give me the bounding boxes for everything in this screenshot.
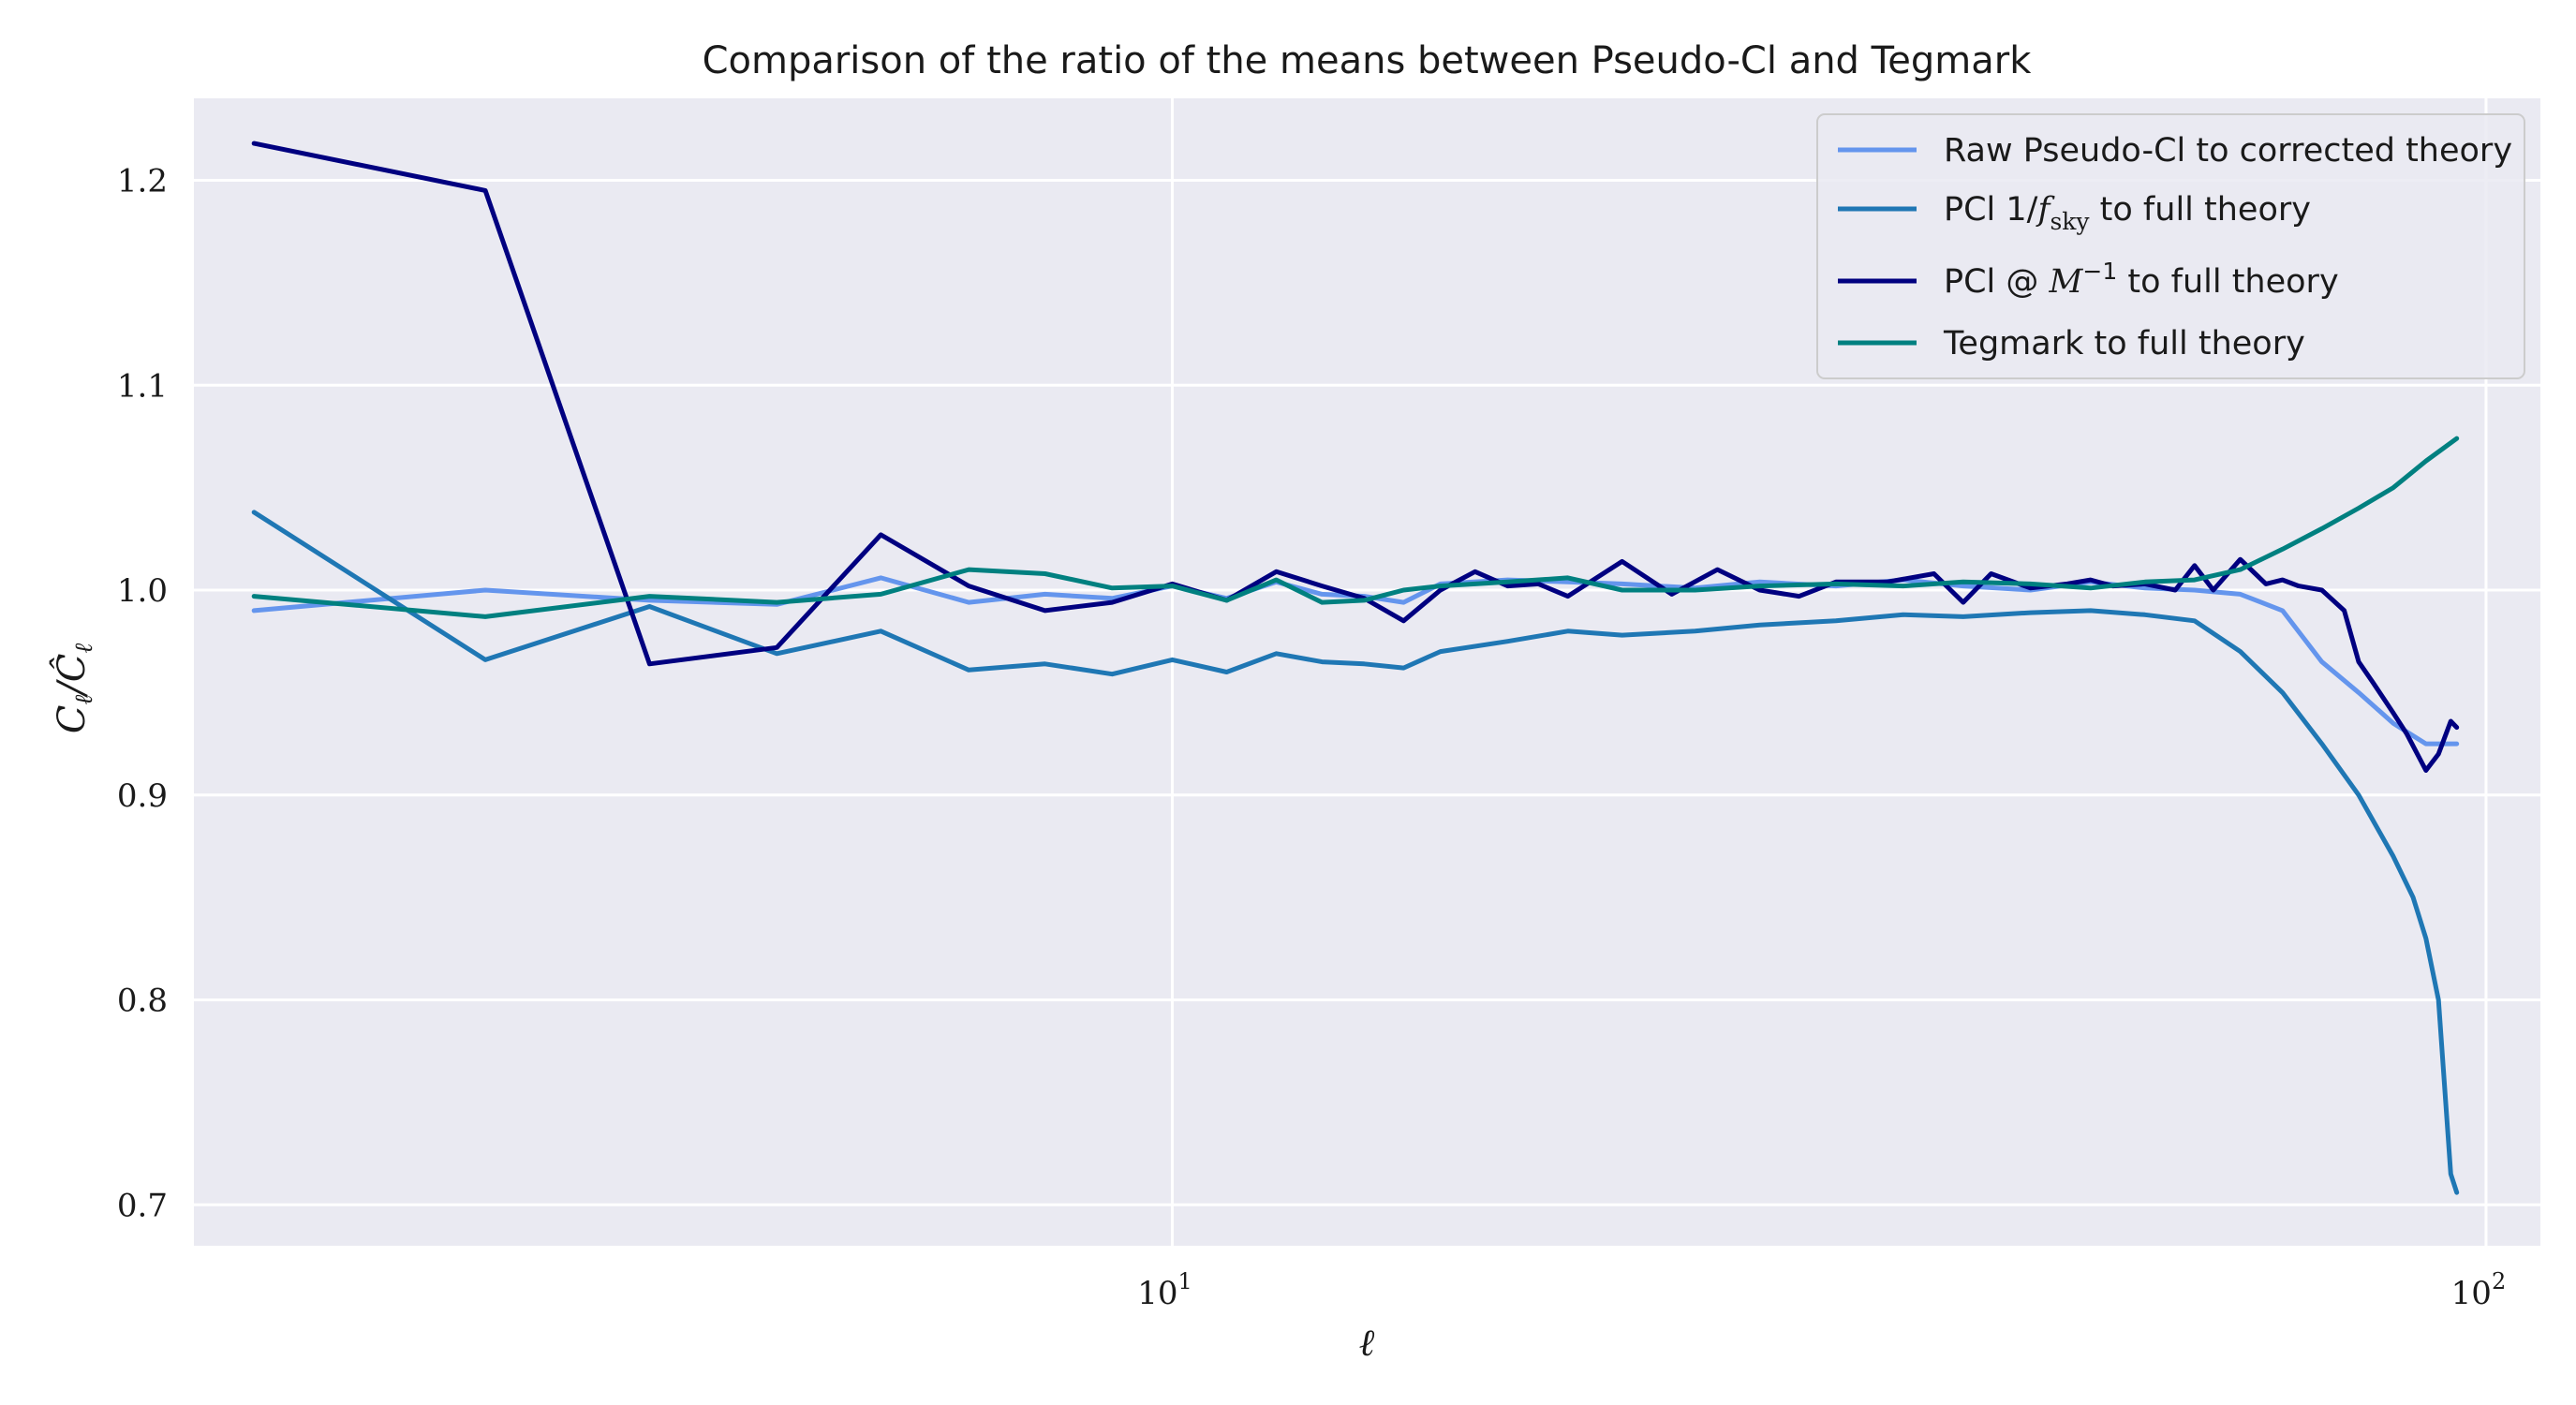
legend-label: PCl @ M−1 to full theory — [1944, 258, 2339, 301]
x-axis-label: ℓ — [1359, 1322, 1375, 1365]
legend-label: Raw Pseudo-Cl to corrected theory — [1944, 132, 2512, 170]
y-tick-label: 0.9 — [117, 777, 168, 815]
chart-title: Comparison of the ratio of the means bet… — [703, 39, 2033, 82]
series-line-2 — [251, 510, 2460, 1195]
series-lines — [251, 140, 2460, 1195]
series-line-4 — [251, 436, 2460, 619]
y-tick-label: 0.8 — [117, 983, 168, 1020]
y-axis-label: Cℓ/Ĉℓ — [50, 643, 98, 734]
legend-label: PCl 1/fsky to full theory — [1944, 191, 2311, 235]
y-tick-label: 0.7 — [117, 1187, 168, 1224]
legend: Raw Pseudo-Cl to corrected theory PCl 1/f… — [1816, 113, 2525, 379]
x-tick-label: 101 — [1137, 1268, 1192, 1312]
y-tick-label: 1.0 — [117, 572, 168, 610]
legend-box — [1816, 113, 2525, 379]
y-tick-label: 1.1 — [117, 367, 168, 405]
y-tick-label: 1.2 — [117, 163, 168, 200]
x-tick-label: 102 — [2451, 1268, 2507, 1312]
legend-label: Tegmark to full theory — [1943, 325, 2305, 362]
tick-labels: 0.7 0.8 0.9 1.0 1.1 1.2 101 102 — [117, 163, 2506, 1313]
